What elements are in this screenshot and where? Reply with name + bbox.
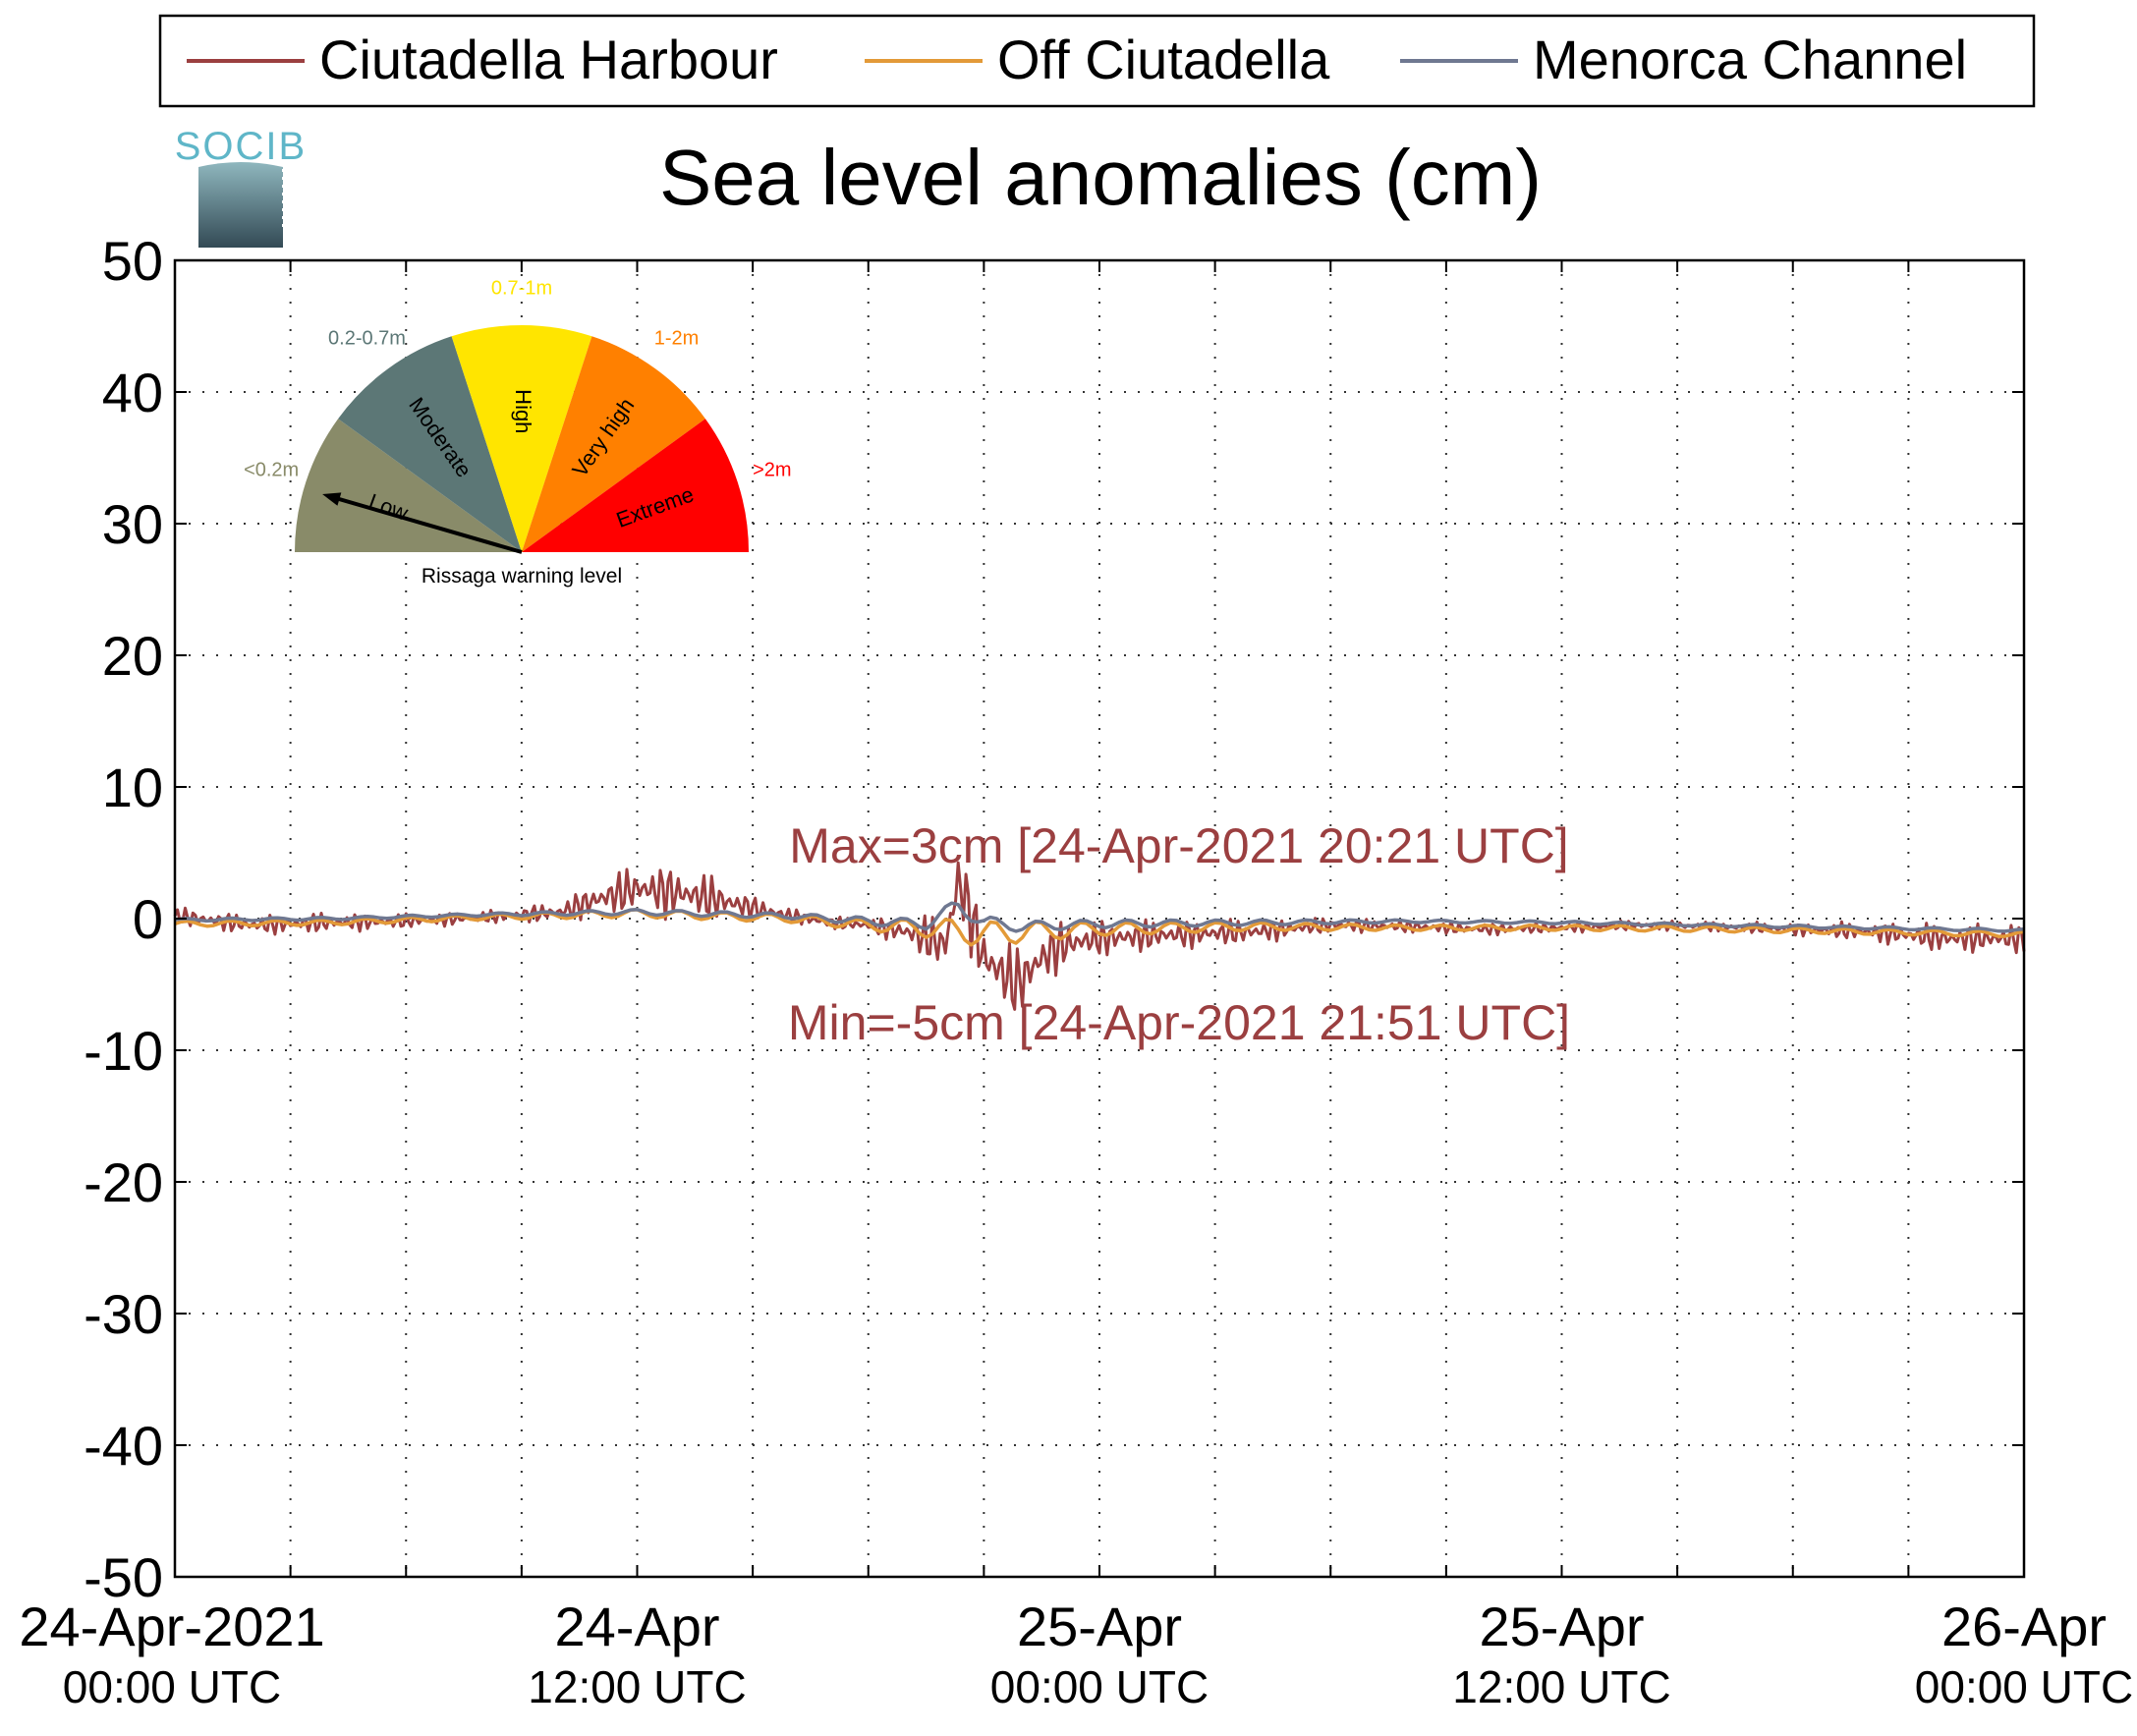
x-tick-time-label: 00:00 UTC — [1915, 1661, 2133, 1712]
gauge-range-label: 0.7-1m — [491, 277, 552, 299]
gauge-needle-head — [322, 492, 342, 506]
gauge-sector-low — [295, 419, 522, 552]
x-tick-time-label: 12:00 UTC — [1452, 1661, 1670, 1712]
chart-title: Sea level anomalies (cm) — [659, 134, 1542, 221]
legend-label-off-ciutadella: Off Ciutadella — [997, 28, 1330, 90]
y-tick-label: -30 — [84, 1283, 163, 1345]
y-tick-label: 20 — [102, 625, 163, 687]
legend-label-menorca-channel: Menorca Channel — [1533, 28, 1967, 90]
y-tick-label: -20 — [84, 1151, 163, 1213]
logo-text: SOCIB — [175, 125, 307, 168]
legend-label-ciutadella-harbour: Ciutadella Harbour — [319, 28, 778, 90]
x-tick-date-label: 24-Apr — [554, 1596, 719, 1657]
socib-logo: SOCIB — [175, 125, 307, 248]
gauge-range-label: <0.2m — [244, 459, 299, 480]
y-tick-labels: 50 40 30 20 10 0 -10 -20 -30 -40 -50 — [84, 230, 163, 1608]
y-tick-label: -50 — [84, 1546, 163, 1608]
gauge-range-label: 1-2m — [654, 327, 700, 349]
y-tick-label: 30 — [102, 493, 163, 555]
y-tick-label: -10 — [84, 1020, 163, 1082]
gauge-range-label: 0.2-0.7m — [328, 327, 406, 349]
min-annotation: Min=-5cm [24-Apr-2021 21:51 UTC] — [788, 995, 1570, 1050]
legend-box — [158, 14, 2036, 108]
series-lines — [173, 861, 2026, 1011]
series-line-menorca-channel — [174, 901, 2025, 933]
x-tick-date-label: 26-Apr — [1941, 1596, 2107, 1657]
series-line-off-ciutadella — [174, 908, 2025, 947]
x-tick-date-label: 25-Apr — [1479, 1596, 1644, 1657]
axis-ticks — [174, 259, 2025, 1578]
gauge-caption: Rissaga warning level — [422, 565, 622, 588]
grid — [175, 260, 2024, 1577]
x-tick-time-label: 00:00 UTC — [63, 1661, 281, 1712]
gauge-range-label: >2m — [753, 459, 791, 480]
gauge-sector-moderate — [338, 336, 522, 552]
gauge-sector-label: High — [511, 389, 535, 433]
y-tick-label: 50 — [102, 230, 163, 292]
max-annotation: Max=3cm [24-Apr-2021 20:21 UTC] — [789, 818, 1568, 873]
gauge-needle — [329, 494, 523, 554]
logo-wave — [198, 162, 283, 248]
y-tick-label: 10 — [102, 756, 163, 818]
gauge-sector-very-high — [522, 336, 705, 552]
x-tick-time-label: 00:00 UTC — [990, 1661, 1209, 1712]
legend: Ciutadella Harbour Off Ciutadella Menorc… — [158, 14, 2036, 108]
x-tick-time-label: 12:00 UTC — [528, 1661, 746, 1712]
y-tick-label: -40 — [84, 1415, 163, 1477]
gauge-sector-high — [451, 324, 592, 552]
x-tick-date-label: 25-Apr — [1017, 1596, 1182, 1657]
x-tick-date-label: 24-Apr-2021 — [19, 1596, 324, 1657]
y-tick-label: 40 — [102, 362, 163, 423]
y-tick-label: 0 — [133, 888, 163, 950]
gauge-sector-extreme — [522, 419, 749, 552]
